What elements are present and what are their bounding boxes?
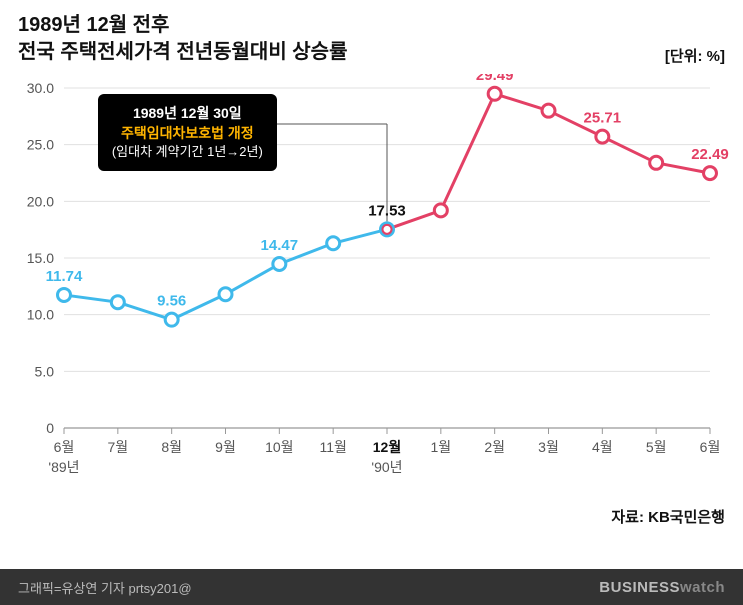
svg-text:5월: 5월 — [646, 439, 667, 455]
svg-text:9.56: 9.56 — [157, 293, 186, 310]
svg-text:11월: 11월 — [319, 439, 346, 455]
svg-text:3월: 3월 — [538, 439, 559, 455]
svg-text:8월: 8월 — [161, 439, 182, 455]
chart-area: 5.010.015.020.025.030.006월7월8월9월10월11월12… — [10, 74, 730, 504]
svg-text:9월: 9월 — [215, 439, 236, 455]
annotation-line-3: (임대차 계약기간 1년→2년) — [112, 143, 263, 161]
svg-text:29.49: 29.49 — [476, 74, 514, 84]
svg-text:7월: 7월 — [107, 439, 128, 455]
annotation-line-2: 주택임대차보호법 개정 — [112, 124, 263, 144]
header: 1989년 12월 전후 전국 주택전세가격 전년동월대비 상승률 [단위: %… — [0, 0, 743, 74]
annotation-line-1: 1989년 12월 30일 — [112, 104, 263, 124]
svg-text:2월: 2월 — [484, 439, 505, 455]
event-annotation: 1989년 12월 30일 주택임대차보호법 개정 (임대차 계약기간 1년→2… — [98, 94, 277, 171]
svg-text:10월: 10월 — [265, 439, 293, 455]
svg-text:6월: 6월 — [54, 439, 75, 455]
svg-text:14.47: 14.47 — [261, 237, 299, 254]
brand-sub: watch — [680, 579, 725, 596]
chart-title: 1989년 12월 전후 전국 주택전세가격 전년동월대비 상승률 — [18, 12, 347, 66]
svg-text:22.49: 22.49 — [691, 146, 729, 163]
unit-label: [단위: %] — [665, 45, 725, 66]
svg-text:10.0: 10.0 — [27, 307, 54, 323]
brand-main: BUSINESS — [599, 579, 680, 596]
title-line-2: 전국 주택전세가격 전년동월대비 상승률 — [18, 41, 347, 63]
svg-text:17.53: 17.53 — [368, 202, 406, 219]
svg-text:25.71: 25.71 — [584, 110, 622, 127]
svg-text:30.0: 30.0 — [27, 80, 54, 96]
svg-text:5.0: 5.0 — [35, 363, 55, 379]
svg-text:6월: 6월 — [700, 439, 721, 455]
svg-text:'89년: '89년 — [48, 459, 79, 475]
svg-text:11.74: 11.74 — [46, 268, 83, 285]
svg-text:15.0: 15.0 — [27, 250, 54, 266]
footer-bar: 그래픽=유상연 기자 prtsy201@ BUSINESSwatch — [0, 569, 743, 605]
svg-text:0: 0 — [46, 420, 54, 436]
svg-text:25.0: 25.0 — [27, 137, 54, 153]
chart-card: 1989년 12월 전후 전국 주택전세가격 전년동월대비 상승률 [단위: %… — [0, 0, 743, 605]
brand-logo: BUSINESSwatch — [599, 579, 725, 596]
source-label: 자료: KB국민은행 — [0, 506, 743, 527]
svg-text:12월: 12월 — [373, 439, 401, 455]
title-line-1: 1989년 12월 전후 — [18, 14, 169, 36]
svg-text:'90년: '90년 — [371, 459, 402, 475]
credit-label: 그래픽=유상연 기자 prtsy201@ — [18, 578, 192, 597]
svg-text:20.0: 20.0 — [27, 193, 54, 209]
svg-text:1월: 1월 — [430, 439, 451, 455]
svg-text:4월: 4월 — [592, 439, 613, 455]
